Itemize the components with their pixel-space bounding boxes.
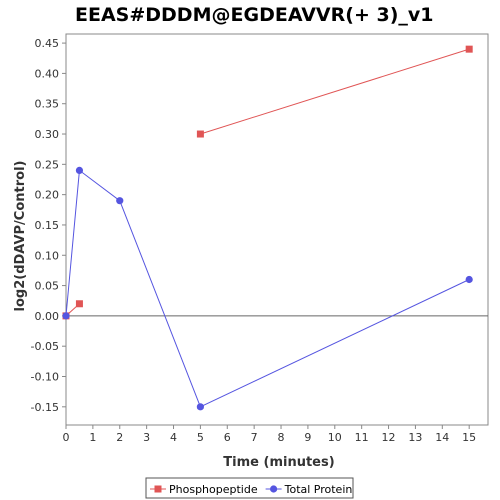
y-axis-label: log2(dDAVP/Control) xyxy=(13,161,28,312)
legend-square-marker xyxy=(154,485,162,493)
phosphopeptide-point xyxy=(196,130,204,138)
x-tick-label: 12 xyxy=(382,431,396,444)
plot-area xyxy=(65,33,489,426)
y-tick-label: 0.10 xyxy=(35,249,60,262)
total-protein-point xyxy=(196,403,204,411)
y-tick-label: 0.15 xyxy=(35,219,60,232)
series-layer xyxy=(62,45,473,411)
total-protein-point xyxy=(62,312,70,320)
x-tick-label: 7 xyxy=(251,431,258,444)
y-tick-label: 0.35 xyxy=(35,98,60,111)
x-tick-label: 2 xyxy=(116,431,123,444)
y-axis: -0.15 -0.10 -0.05 0.00 0.05 0.10 0.15 0.20 0.25 0… xyxy=(31,37,66,414)
total-protein-point xyxy=(465,275,473,284)
x-tick-label: 8 xyxy=(278,431,285,444)
x-axis: 0 1 2 3 4 5 6 7 8 9 10 11 12 13 14 15 xyxy=(63,425,476,444)
chart-title: EEAS#DDDM@EGDEAVVR(+ 3)_v1 xyxy=(75,4,434,26)
legend: Phosphopeptide Total Protein xyxy=(145,477,354,499)
phosphopeptide-line xyxy=(200,48,470,135)
x-tick-label: 10 xyxy=(328,431,342,444)
y-tick-label: 0.45 xyxy=(35,37,60,50)
legend-circle-marker xyxy=(270,485,278,493)
y-tick-label: -0.05 xyxy=(31,340,59,353)
x-tick-label: 1 xyxy=(89,431,96,444)
phosphopeptide-point xyxy=(75,300,83,308)
total-protein-point xyxy=(116,197,124,205)
legend-box xyxy=(145,477,354,499)
y-tick-label: 0.30 xyxy=(35,128,60,141)
y-tick-label: 0.25 xyxy=(35,158,60,171)
y-tick-label: 0.05 xyxy=(35,280,60,293)
legend-item-phosphopeptide: Phosphopeptide xyxy=(150,483,258,496)
x-tick-label: 5 xyxy=(197,431,204,444)
y-tick-label: 0.40 xyxy=(35,67,60,80)
legend-label: Phosphopeptide xyxy=(169,483,258,496)
legend-item-total-protein: Total Protein xyxy=(265,483,353,496)
x-tick-label: 9 xyxy=(304,431,311,444)
legend-label: Total Protein xyxy=(284,483,353,496)
y-tick-label: -0.10 xyxy=(31,371,59,384)
total-protein-point xyxy=(75,166,84,174)
x-tick-label: 11 xyxy=(355,431,369,444)
x-tick-label: 4 xyxy=(170,431,177,444)
y-tick-label: 0.00 xyxy=(35,310,60,323)
y-tick-label: 0.20 xyxy=(35,189,60,202)
x-tick-label: 15 xyxy=(462,431,476,444)
x-tick-label: 0 xyxy=(63,431,70,444)
series-total-protein xyxy=(62,166,473,411)
x-tick-label: 13 xyxy=(408,431,422,444)
x-axis-label: Time (minutes) xyxy=(223,455,334,470)
phosphopeptide-point xyxy=(465,45,473,53)
x-tick-label: 6 xyxy=(224,431,231,444)
x-tick-label: 3 xyxy=(143,431,150,444)
y-tick-label: -0.15 xyxy=(31,401,59,414)
x-tick-label: 14 xyxy=(435,431,449,444)
